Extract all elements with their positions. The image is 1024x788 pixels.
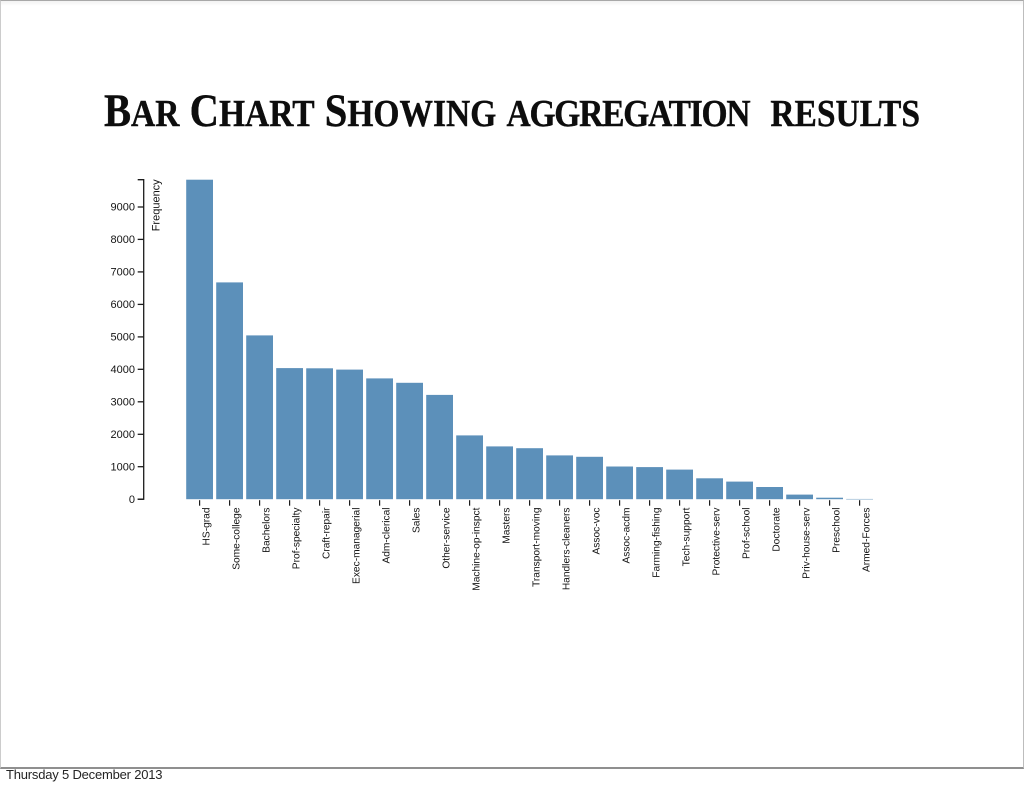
svg-text:Farming-fishing: Farming-fishing xyxy=(651,507,662,578)
svg-text:Masters: Masters xyxy=(501,508,512,544)
svg-text:5000: 5000 xyxy=(111,332,135,344)
svg-text:Preschool: Preschool xyxy=(831,508,842,553)
svg-text:8000: 8000 xyxy=(111,234,135,246)
svg-text:Prof-specialty: Prof-specialty xyxy=(291,507,302,570)
svg-text:Adm-clerical: Adm-clerical xyxy=(381,508,392,564)
svg-text:Armed-Forces: Armed-Forces xyxy=(861,508,872,573)
svg-text:Machine-op-inspct: Machine-op-inspct xyxy=(471,507,482,590)
svg-text:Frequency: Frequency xyxy=(151,179,163,231)
svg-text:Protective-serv: Protective-serv xyxy=(711,507,722,576)
svg-text:Handlers-cleaners: Handlers-cleaners xyxy=(561,508,572,591)
svg-text:Priv-house-serv: Priv-house-serv xyxy=(801,507,812,579)
svg-text:1000: 1000 xyxy=(111,461,135,473)
svg-text:Some-college: Some-college xyxy=(231,507,242,570)
svg-text:Craft-repair: Craft-repair xyxy=(321,507,332,559)
svg-text:7000: 7000 xyxy=(111,267,135,279)
svg-text:Sales: Sales xyxy=(411,508,422,533)
svg-text:Doctorate: Doctorate xyxy=(771,507,782,552)
svg-text:2000: 2000 xyxy=(111,429,135,441)
svg-text:Transport-moving: Transport-moving xyxy=(531,507,542,587)
svg-text:Exec-managerial: Exec-managerial xyxy=(351,508,362,584)
svg-text:0: 0 xyxy=(129,494,135,506)
svg-text:9000: 9000 xyxy=(111,202,135,214)
svg-text:Assoc-voc: Assoc-voc xyxy=(591,508,602,555)
svg-text:4000: 4000 xyxy=(111,364,135,376)
svg-text:Assoc-acdm: Assoc-acdm xyxy=(621,508,632,564)
svg-text:6000: 6000 xyxy=(111,299,135,311)
svg-text:3000: 3000 xyxy=(111,396,135,408)
svg-text:Bachelors: Bachelors xyxy=(261,508,272,553)
svg-text:HS-grad: HS-grad xyxy=(201,507,212,545)
svg-text:Tech-support: Tech-support xyxy=(681,507,692,566)
svg-text:Prof-school: Prof-school xyxy=(741,508,752,560)
svg-text:Other-service: Other-service xyxy=(441,507,452,568)
